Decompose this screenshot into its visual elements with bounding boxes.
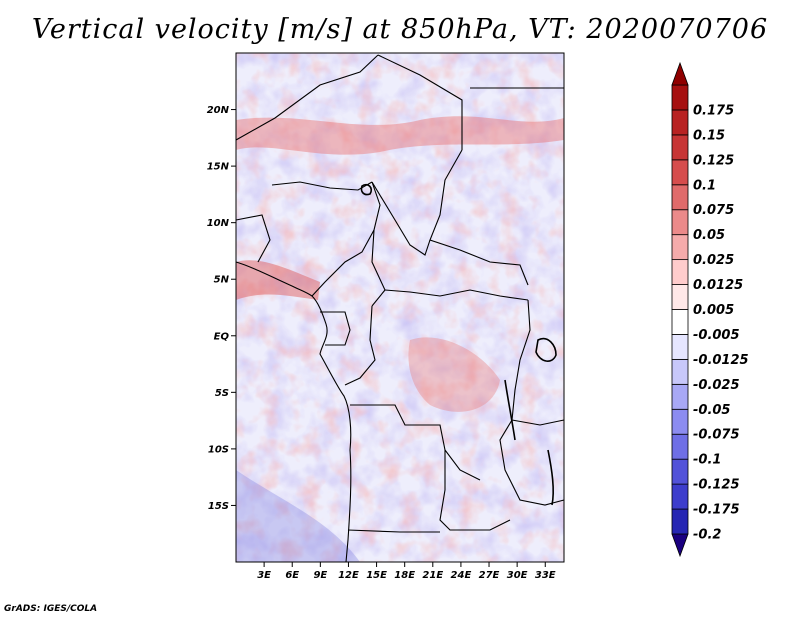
border-nigeria-cameroon bbox=[311, 181, 381, 297]
lon-tick-label: 6E bbox=[285, 570, 299, 581]
lon-tick-label: 27E bbox=[479, 570, 500, 581]
colorbar-level-label: -0.005 bbox=[693, 328, 740, 343]
latitude-axis: 20N 15N 10N 5N EQ 5S 10S 15S bbox=[207, 105, 236, 512]
border-cameroon-car bbox=[371, 229, 386, 307]
border-west-small bbox=[235, 214, 271, 263]
border-niger-libya bbox=[377, 54, 463, 150]
colorbar-arrow-low bbox=[671, 533, 689, 558]
congo-updraft-zone bbox=[408, 337, 500, 412]
lon-tick-label: 33E bbox=[535, 570, 556, 581]
colorbar-level-label: 0.125 bbox=[693, 153, 734, 168]
lon-tick-label: 18E bbox=[394, 570, 415, 581]
border-car-drc bbox=[384, 289, 529, 301]
lon-tick-label: 21E bbox=[422, 570, 443, 581]
colorbar-level-label: 0.1 bbox=[693, 178, 716, 193]
border-drc-angola bbox=[350, 404, 481, 481]
lon-tick-label: 9E bbox=[313, 570, 327, 581]
colorbar-swatch bbox=[671, 184, 689, 211]
lat-tick-label: 5S bbox=[215, 388, 229, 399]
colorbar-level-label: 0.005 bbox=[693, 303, 734, 318]
lat-tick-label: EQ bbox=[214, 331, 230, 342]
colorbar-level-label: 0.075 bbox=[693, 203, 734, 218]
border-chad-cameroon bbox=[371, 181, 431, 256]
colorbar-swatch bbox=[671, 358, 689, 385]
colorbar-level-label: -0.0125 bbox=[693, 353, 749, 368]
colorbar-swatch bbox=[671, 383, 689, 410]
lon-tick-label: 3E bbox=[257, 570, 271, 581]
colorbar-level-label: 0.0125 bbox=[693, 278, 743, 293]
colorbar-level-label: -0.125 bbox=[693, 478, 740, 493]
lat-tick-label: 15S bbox=[208, 501, 229, 512]
border-chad-sudan bbox=[429, 149, 529, 286]
colorbar-swatch bbox=[671, 483, 689, 510]
border-east-africa bbox=[499, 299, 565, 506]
lake-victoria bbox=[535, 337, 557, 362]
longitude-axis: 3E 6E 9E 12E 15E 18E 21E 24E 27E 30E 33E bbox=[257, 562, 556, 581]
border-niger-nigeria bbox=[271, 181, 373, 191]
lakes bbox=[360, 183, 557, 506]
colorbar-swatch bbox=[671, 109, 689, 136]
lake-chad bbox=[360, 183, 373, 196]
colorbar-level-label: 0.05 bbox=[693, 228, 725, 243]
colorbar-level-label: 0.025 bbox=[693, 253, 734, 268]
sahel-updraft-band bbox=[236, 116, 564, 155]
colorbar-swatch bbox=[671, 433, 689, 460]
lon-tick-label: 15E bbox=[366, 570, 387, 581]
colorbar-swatch bbox=[671, 84, 689, 111]
lon-tick-label: 24E bbox=[451, 570, 472, 581]
colorbar-level-label: -0.025 bbox=[693, 378, 740, 393]
colorbar-level-label: -0.075 bbox=[693, 428, 740, 443]
colorbar-swatch bbox=[671, 259, 689, 285]
lake-malawi bbox=[547, 449, 555, 506]
coastline-west-africa bbox=[235, 261, 352, 563]
colorbar-swatch bbox=[671, 408, 689, 435]
border-angola-zambia bbox=[439, 450, 511, 531]
colorbar-level-label: -0.1 bbox=[693, 453, 721, 468]
colorbar-level-label: -0.05 bbox=[693, 403, 730, 418]
lat-tick-label: 10N bbox=[207, 218, 230, 229]
colorbar-swatch bbox=[671, 334, 689, 360]
border-gabon bbox=[320, 311, 351, 346]
map-frame bbox=[235, 52, 565, 563]
colorbar: -0.2 -0.175 -0.125 -0.1 -0.075 -0.05 -0.025 -0.… bbox=[671, 61, 749, 558]
border-congo-drc bbox=[344, 305, 376, 386]
colorbar-swatch bbox=[671, 234, 689, 261]
colorbar-level-label: -0.2 bbox=[693, 528, 721, 543]
velocity-field bbox=[236, 53, 564, 562]
colorbar-swatch bbox=[671, 134, 689, 161]
chart-title: Vertical velocity [m/s] at 850hPa, VT: 2… bbox=[31, 14, 769, 45]
colorbar-level-label: 0.15 bbox=[693, 128, 725, 143]
colorbar-swatch bbox=[671, 458, 689, 485]
colorbar-swatch bbox=[671, 284, 689, 310]
colorbar-swatch bbox=[671, 508, 689, 535]
lake-tanganyika bbox=[504, 379, 516, 441]
lat-tick-label: 15N bbox=[207, 162, 230, 173]
lat-tick-label: 10S bbox=[208, 444, 229, 455]
colorbar-swatch bbox=[671, 159, 689, 186]
credit-text: GrADS: IGES/COLA bbox=[4, 604, 98, 614]
lat-tick-label: 20N bbox=[207, 105, 230, 116]
southwest-downdraft-zone bbox=[236, 470, 360, 562]
lon-tick-label: 12E bbox=[338, 570, 359, 581]
country-borders bbox=[235, 54, 565, 563]
colorbar-level-label: 0.175 bbox=[693, 103, 734, 118]
lat-tick-label: 5N bbox=[214, 275, 230, 286]
colorbar-level-label: -0.175 bbox=[693, 503, 740, 518]
border-tanzania bbox=[511, 419, 565, 426]
border-namibia bbox=[347, 529, 440, 533]
colorbar-swatch bbox=[671, 209, 689, 236]
colorbar-arrow-high bbox=[671, 61, 689, 86]
border-algeria-mali bbox=[235, 54, 379, 141]
lon-tick-label: 30E bbox=[507, 570, 528, 581]
colorbar-swatch bbox=[671, 309, 689, 335]
